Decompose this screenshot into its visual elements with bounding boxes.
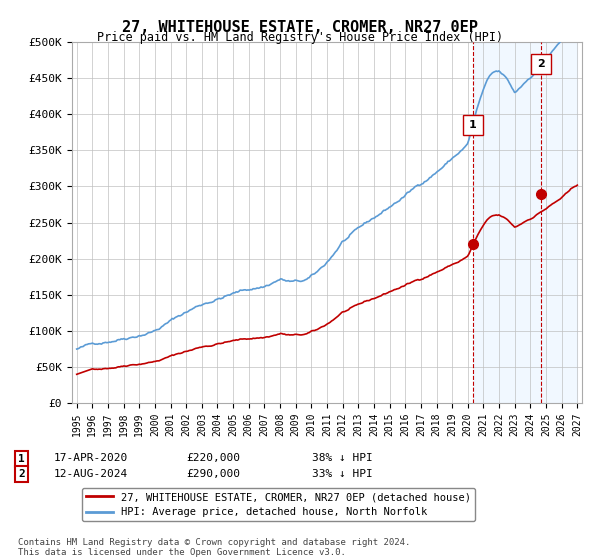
Text: £290,000: £290,000 <box>186 469 240 479</box>
Text: 33% ↓ HPI: 33% ↓ HPI <box>312 469 373 479</box>
Legend: 27, WHITEHOUSE ESTATE, CROMER, NR27 0EP (detached house), HPI: Average price, de: 27, WHITEHOUSE ESTATE, CROMER, NR27 0EP … <box>82 488 475 521</box>
Text: 12-AUG-2024: 12-AUG-2024 <box>54 469 128 479</box>
Text: 27, WHITEHOUSE ESTATE, CROMER, NR27 0EP: 27, WHITEHOUSE ESTATE, CROMER, NR27 0EP <box>122 20 478 35</box>
Text: 17-APR-2020: 17-APR-2020 <box>54 454 128 464</box>
Text: 38% ↓ HPI: 38% ↓ HPI <box>312 454 373 464</box>
Text: Price paid vs. HM Land Registry's House Price Index (HPI): Price paid vs. HM Land Registry's House … <box>97 31 503 44</box>
Text: £220,000: £220,000 <box>186 454 240 464</box>
Text: 1: 1 <box>469 119 477 129</box>
Text: 1: 1 <box>18 454 25 464</box>
Text: Contains HM Land Registry data © Crown copyright and database right 2024.
This d: Contains HM Land Registry data © Crown c… <box>18 538 410 557</box>
Text: 2: 2 <box>537 59 545 69</box>
Text: 2: 2 <box>18 469 25 479</box>
